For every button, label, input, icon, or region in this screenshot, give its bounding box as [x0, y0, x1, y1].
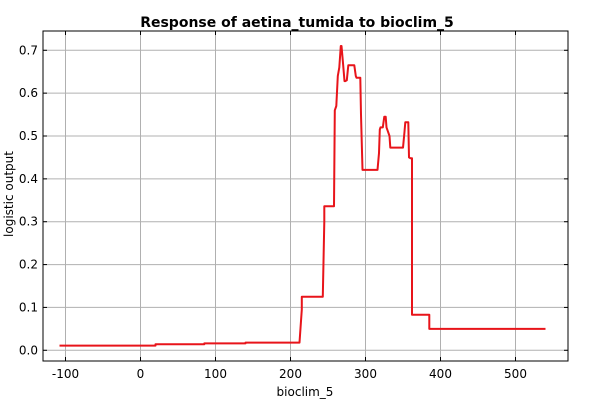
- y-tick-label: 0.7: [19, 43, 38, 57]
- plot-frame: [42, 30, 569, 362]
- y-tick-label: 0.1: [19, 300, 38, 314]
- x-tick-label: 500: [504, 367, 527, 381]
- x-axis-label: bioclim_5: [277, 385, 334, 399]
- chart-title: Response of aetina_tumida to bioclim_5: [140, 15, 454, 31]
- series-group: [59, 45, 546, 347]
- x-tick-label: -100: [52, 367, 79, 381]
- y-tick-label: 0.0: [19, 343, 38, 357]
- x-tick-label: 400: [429, 367, 452, 381]
- x-tick-label: 100: [204, 367, 227, 381]
- x-tick-label: 300: [354, 367, 377, 381]
- response-line: [59, 45, 546, 347]
- x-tick-label: 200: [279, 367, 302, 381]
- x-tick-label: 0: [137, 367, 145, 381]
- grid-lines: [43, 31, 568, 361]
- y-tick-label: 0.6: [19, 86, 38, 100]
- y-tick-label: 0.3: [19, 215, 38, 229]
- y-tick-label: 0.2: [19, 258, 38, 272]
- y-tick-label: 0.4: [19, 172, 38, 186]
- y-axis-label: logistic output: [2, 151, 16, 237]
- y-tick-label: 0.5: [19, 129, 38, 143]
- axis-ticks: -100 0 100 200 300 400 500 0.0 0.1 0.2 0.3 0.4 0.5 0.…: [19, 31, 568, 381]
